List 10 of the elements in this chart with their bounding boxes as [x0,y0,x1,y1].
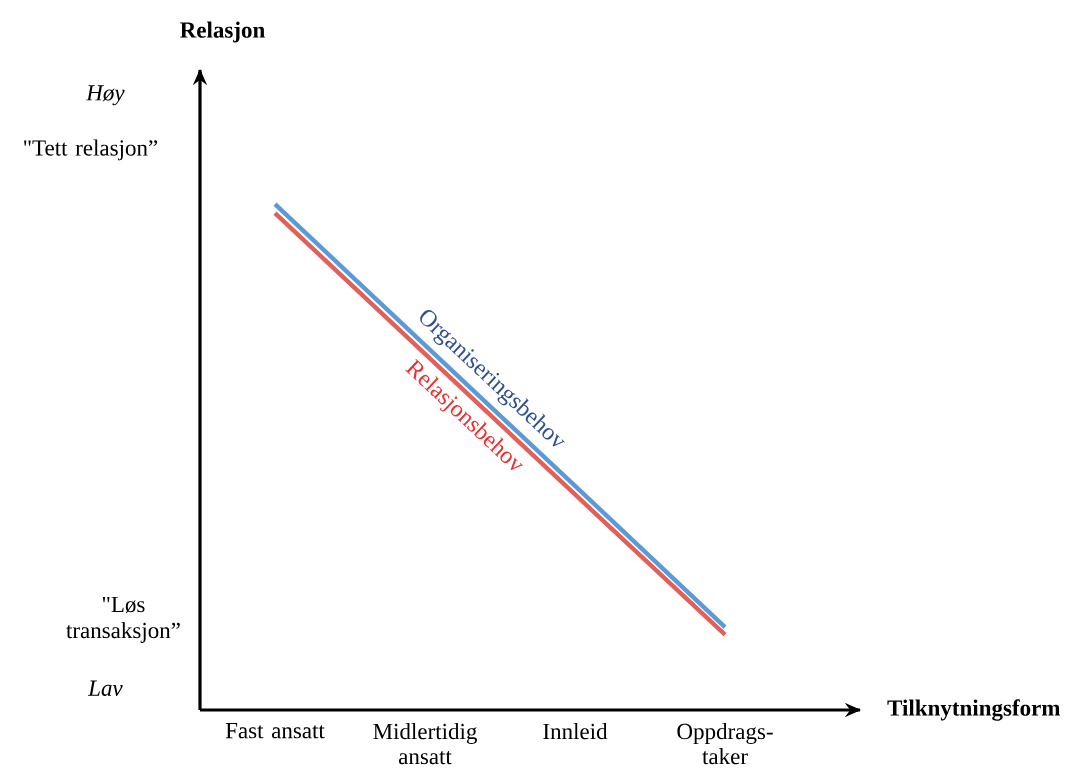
text: "Tett relasjon” [24,139,158,161]
x-tick-label: Fast ansatt [225,723,325,739]
text: Lav [87,680,123,696]
text: "Løs transaksjon” [66,596,180,643]
x-tick-label: Midlertidig ansatt [373,723,477,765]
text: Høy [86,85,125,106]
x-axis-title: Tilknytningsform [887,699,1061,721]
x-tick-label: Innleid [543,723,608,740]
text: Relasjon [180,21,265,43]
x-tick-label: Oppdrags- taker [677,723,773,765]
